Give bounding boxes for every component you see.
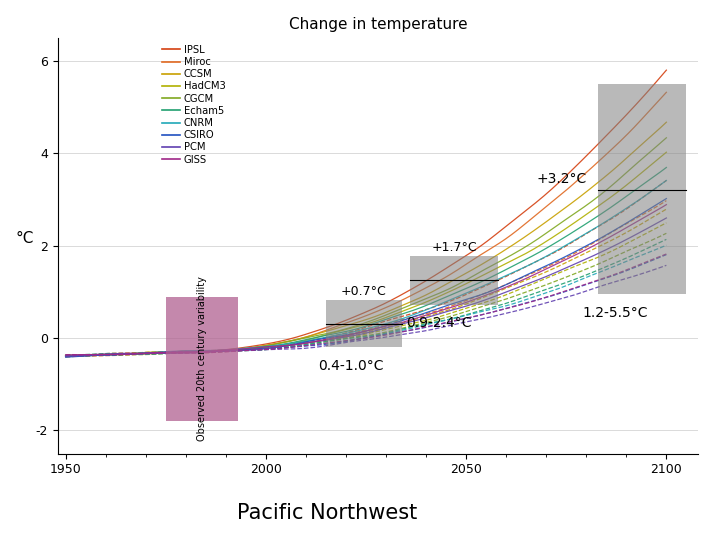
Text: Pacific Northwest: Pacific Northwest	[237, 503, 417, 523]
Bar	[326, 300, 402, 347]
Title: Change in temperature: Change in temperature	[289, 17, 467, 32]
Text: +1.7°C: +1.7°C	[431, 240, 477, 254]
Bar	[166, 296, 238, 421]
Legend: IPSL, Miroc, CCSM, HadCM3, CGCM, Echam5, CNRM, CSIRO, PCM, GISS: IPSL, Miroc, CCSM, HadCM3, CGCM, Echam5,…	[162, 45, 225, 165]
Bar	[410, 256, 498, 305]
Y-axis label: °C: °C	[15, 231, 34, 246]
Text: 0.9-2.4°C: 0.9-2.4°C	[406, 316, 472, 330]
Text: 0.4-1.0°C: 0.4-1.0°C	[318, 359, 384, 373]
Text: 1.2-5.5°C: 1.2-5.5°C	[582, 306, 648, 320]
Bar	[598, 84, 686, 294]
Text: Observed 20th century variability: Observed 20th century variability	[197, 276, 207, 441]
Text: +3.2°C: +3.2°C	[536, 172, 586, 186]
Text: +0.7°C: +0.7°C	[341, 285, 387, 298]
